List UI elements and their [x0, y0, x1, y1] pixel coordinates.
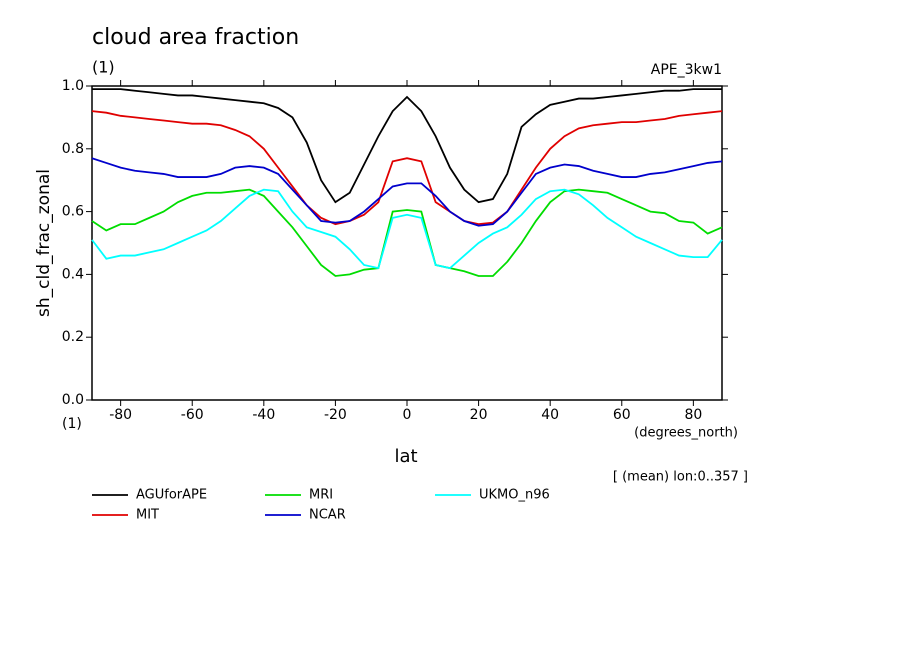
series-line [91, 110, 723, 226]
y-tick-label: 0.4 [62, 266, 84, 282]
x-tick-label: 20 [470, 407, 488, 423]
x-tick-label: -80 [109, 407, 132, 423]
y-tick-label: 0.8 [62, 141, 84, 157]
y-axis-title: sh_cld_frac_zonal [34, 169, 54, 317]
plot-frame [91, 85, 723, 401]
legend-label: MIT [136, 508, 159, 523]
y-tick-label: 0.6 [62, 204, 84, 220]
y-units: (1) [62, 416, 82, 432]
x-tick-label: -60 [181, 407, 204, 423]
x-tick-label: -20 [324, 407, 347, 423]
x-axis-title: lat [394, 446, 417, 467]
experiment-label: APE_3kw1 [651, 62, 722, 78]
series-line [91, 157, 723, 227]
legend-label: AGUforAPE [136, 488, 207, 503]
x-tick-label: 80 [684, 407, 702, 423]
x-tick-label: 40 [541, 407, 559, 423]
legend-label: NCAR [309, 508, 346, 523]
chart-subtitle: (1) [92, 58, 115, 77]
series-line [91, 188, 723, 277]
chart-title: cloud area fraction [92, 25, 299, 50]
legend-label: MRI [309, 488, 333, 503]
series-line [92, 88, 722, 204]
legend-label: UKMO_n96 [479, 488, 550, 503]
x-tick-label: 0 [403, 407, 412, 423]
y-tick-label: 0.2 [62, 329, 84, 345]
note: [ (mean) lon:0..357 ] [613, 470, 748, 485]
series-line [91, 188, 723, 270]
x-tick-label: 60 [613, 407, 631, 423]
y-tick-label: 1.0 [62, 78, 84, 94]
x-units: (degrees_north) [634, 426, 738, 441]
x-tick-label: -40 [252, 407, 275, 423]
y-tick-label: 0.0 [62, 392, 84, 408]
